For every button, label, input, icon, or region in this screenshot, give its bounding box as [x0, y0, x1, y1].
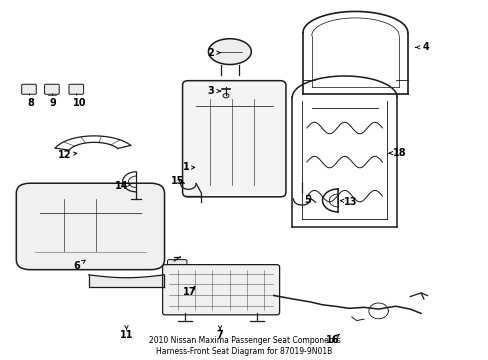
FancyBboxPatch shape — [16, 183, 164, 270]
Text: 7: 7 — [216, 330, 223, 340]
FancyBboxPatch shape — [182, 81, 285, 197]
Text: 10: 10 — [73, 98, 86, 108]
Text: 18: 18 — [392, 148, 406, 158]
FancyBboxPatch shape — [162, 265, 279, 315]
Text: 1: 1 — [182, 162, 189, 172]
Text: 5: 5 — [304, 195, 311, 205]
Text: 6: 6 — [73, 261, 80, 271]
Text: 13: 13 — [344, 197, 357, 207]
Text: 8: 8 — [27, 98, 34, 108]
Text: 17: 17 — [183, 287, 196, 297]
Text: 14: 14 — [115, 181, 128, 192]
FancyBboxPatch shape — [69, 84, 83, 94]
Text: 16: 16 — [325, 334, 338, 345]
Text: 3: 3 — [206, 86, 213, 96]
Text: 2: 2 — [206, 48, 213, 58]
Text: 11: 11 — [120, 330, 133, 340]
FancyBboxPatch shape — [44, 84, 59, 94]
FancyBboxPatch shape — [167, 260, 186, 278]
Ellipse shape — [208, 39, 251, 64]
Text: 15: 15 — [170, 176, 183, 186]
Text: 9: 9 — [50, 98, 57, 108]
Text: 2010 Nissan Maxima Passenger Seat Components
Harness-Front Seat Diagram for 8701: 2010 Nissan Maxima Passenger Seat Compon… — [148, 336, 340, 356]
Text: 4: 4 — [422, 42, 428, 52]
FancyBboxPatch shape — [21, 84, 36, 94]
Text: 12: 12 — [58, 150, 72, 160]
